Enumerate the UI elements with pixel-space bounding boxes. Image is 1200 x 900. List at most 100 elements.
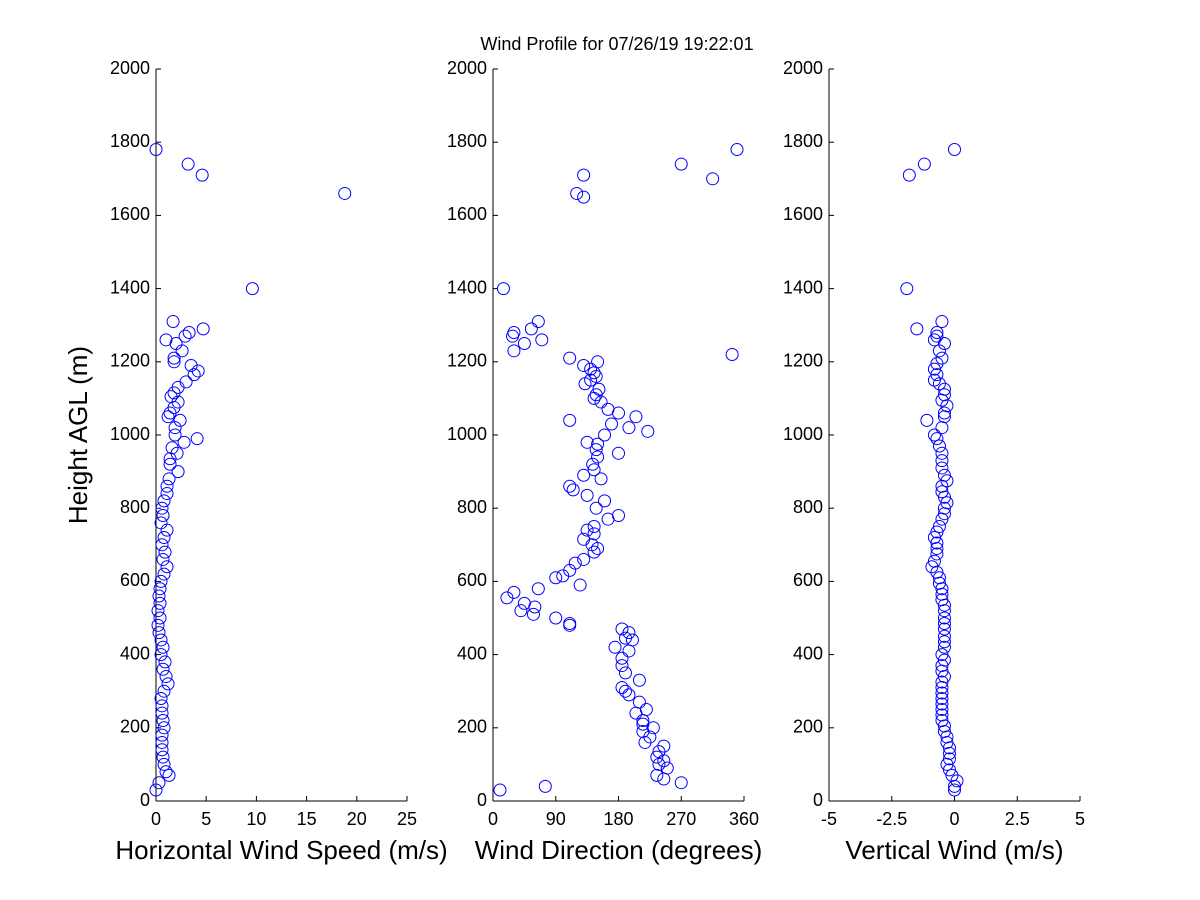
y-tick-label: 1200 bbox=[110, 351, 150, 371]
data-point bbox=[598, 428, 612, 442]
x-tick-label: 20 bbox=[347, 809, 367, 829]
data-point bbox=[622, 421, 636, 435]
data-point bbox=[591, 450, 605, 464]
data-point bbox=[160, 523, 174, 537]
y-tick-label: 1800 bbox=[447, 131, 487, 151]
data-point bbox=[155, 728, 169, 742]
data-point bbox=[154, 633, 168, 647]
y-tick-label: 400 bbox=[457, 643, 487, 663]
data-point bbox=[586, 457, 600, 471]
y-tick-label: 600 bbox=[120, 570, 150, 590]
data-point bbox=[930, 525, 944, 539]
data-point bbox=[935, 697, 949, 711]
data-point bbox=[580, 523, 594, 537]
data-point bbox=[155, 706, 169, 720]
x-axis-label: Horizontal Wind Speed (m/s) bbox=[115, 835, 447, 865]
data-point bbox=[577, 190, 591, 204]
y-tick-label: 600 bbox=[457, 570, 487, 590]
data-point bbox=[190, 432, 204, 446]
y-tick-label: 0 bbox=[477, 790, 487, 810]
x-tick-label: 0 bbox=[949, 809, 959, 829]
data-point bbox=[154, 574, 168, 588]
data-point bbox=[163, 452, 177, 466]
data-point bbox=[937, 507, 951, 521]
data-point bbox=[587, 520, 601, 533]
x-tick-label: 5 bbox=[201, 809, 211, 829]
data-point bbox=[563, 351, 577, 365]
data-point bbox=[587, 527, 601, 541]
x-axis-label: Vertical Wind (m/s) bbox=[845, 835, 1063, 865]
data-point bbox=[587, 545, 601, 559]
data-point bbox=[157, 530, 171, 544]
data-point bbox=[587, 463, 601, 477]
data-point bbox=[935, 681, 949, 695]
data-point bbox=[506, 329, 520, 343]
data-point bbox=[632, 695, 646, 709]
data-point bbox=[195, 168, 209, 182]
y-tick-label: 1200 bbox=[783, 351, 823, 371]
data-point bbox=[163, 457, 177, 471]
data-point bbox=[158, 655, 172, 669]
x-tick-label: 180 bbox=[603, 809, 633, 829]
data-point bbox=[577, 552, 591, 566]
y-tick-label: 2000 bbox=[783, 58, 823, 78]
data-point bbox=[153, 611, 167, 625]
data-point bbox=[161, 677, 175, 691]
data-point bbox=[166, 315, 180, 329]
y-tick-label: 1400 bbox=[110, 277, 150, 297]
data-point bbox=[167, 355, 181, 369]
data-point bbox=[580, 435, 594, 449]
data-point bbox=[152, 589, 166, 603]
data-point bbox=[587, 391, 601, 405]
data-point bbox=[160, 560, 174, 574]
data-point bbox=[594, 395, 608, 409]
y-tick-label: 1000 bbox=[783, 424, 823, 444]
y-tick-label: 1000 bbox=[110, 424, 150, 444]
data-point bbox=[932, 439, 946, 453]
data-point bbox=[563, 479, 577, 493]
y-tick-label: 1000 bbox=[447, 424, 487, 444]
data-point bbox=[730, 143, 744, 157]
data-point bbox=[149, 143, 163, 157]
data-point bbox=[935, 648, 949, 662]
data-point bbox=[526, 607, 540, 621]
y-tick-label: 1600 bbox=[447, 204, 487, 224]
data-point bbox=[942, 763, 956, 777]
data-point bbox=[577, 358, 591, 372]
data-point bbox=[935, 315, 949, 329]
data-point bbox=[168, 428, 182, 442]
data-point bbox=[160, 479, 174, 493]
data-point bbox=[155, 501, 169, 515]
data-point bbox=[674, 157, 688, 171]
data-point bbox=[179, 375, 193, 389]
data-point bbox=[157, 567, 171, 581]
data-point bbox=[930, 432, 944, 446]
data-point bbox=[615, 622, 629, 636]
data-point bbox=[153, 582, 167, 596]
data-point bbox=[657, 772, 671, 786]
data-point bbox=[625, 633, 639, 647]
data-point bbox=[622, 688, 636, 702]
data-point bbox=[935, 587, 949, 601]
data-point bbox=[181, 157, 195, 171]
data-point bbox=[632, 673, 646, 687]
y-tick-label: 1400 bbox=[783, 277, 823, 297]
data-point bbox=[570, 186, 584, 200]
data-point bbox=[930, 536, 944, 550]
data-point bbox=[605, 417, 619, 431]
data-point bbox=[935, 461, 949, 475]
data-point bbox=[175, 344, 189, 358]
y-tick-label: 2000 bbox=[110, 58, 150, 78]
y-tick-label: 400 bbox=[120, 643, 150, 663]
x-tick-label: -2.5 bbox=[876, 809, 907, 829]
data-point bbox=[493, 783, 507, 797]
data-point bbox=[932, 520, 946, 533]
data-point bbox=[636, 713, 650, 727]
data-point bbox=[152, 626, 166, 640]
data-point bbox=[930, 547, 944, 561]
data-point bbox=[652, 757, 666, 771]
data-point bbox=[153, 596, 167, 610]
data-point bbox=[935, 446, 949, 460]
data-point bbox=[549, 611, 563, 625]
